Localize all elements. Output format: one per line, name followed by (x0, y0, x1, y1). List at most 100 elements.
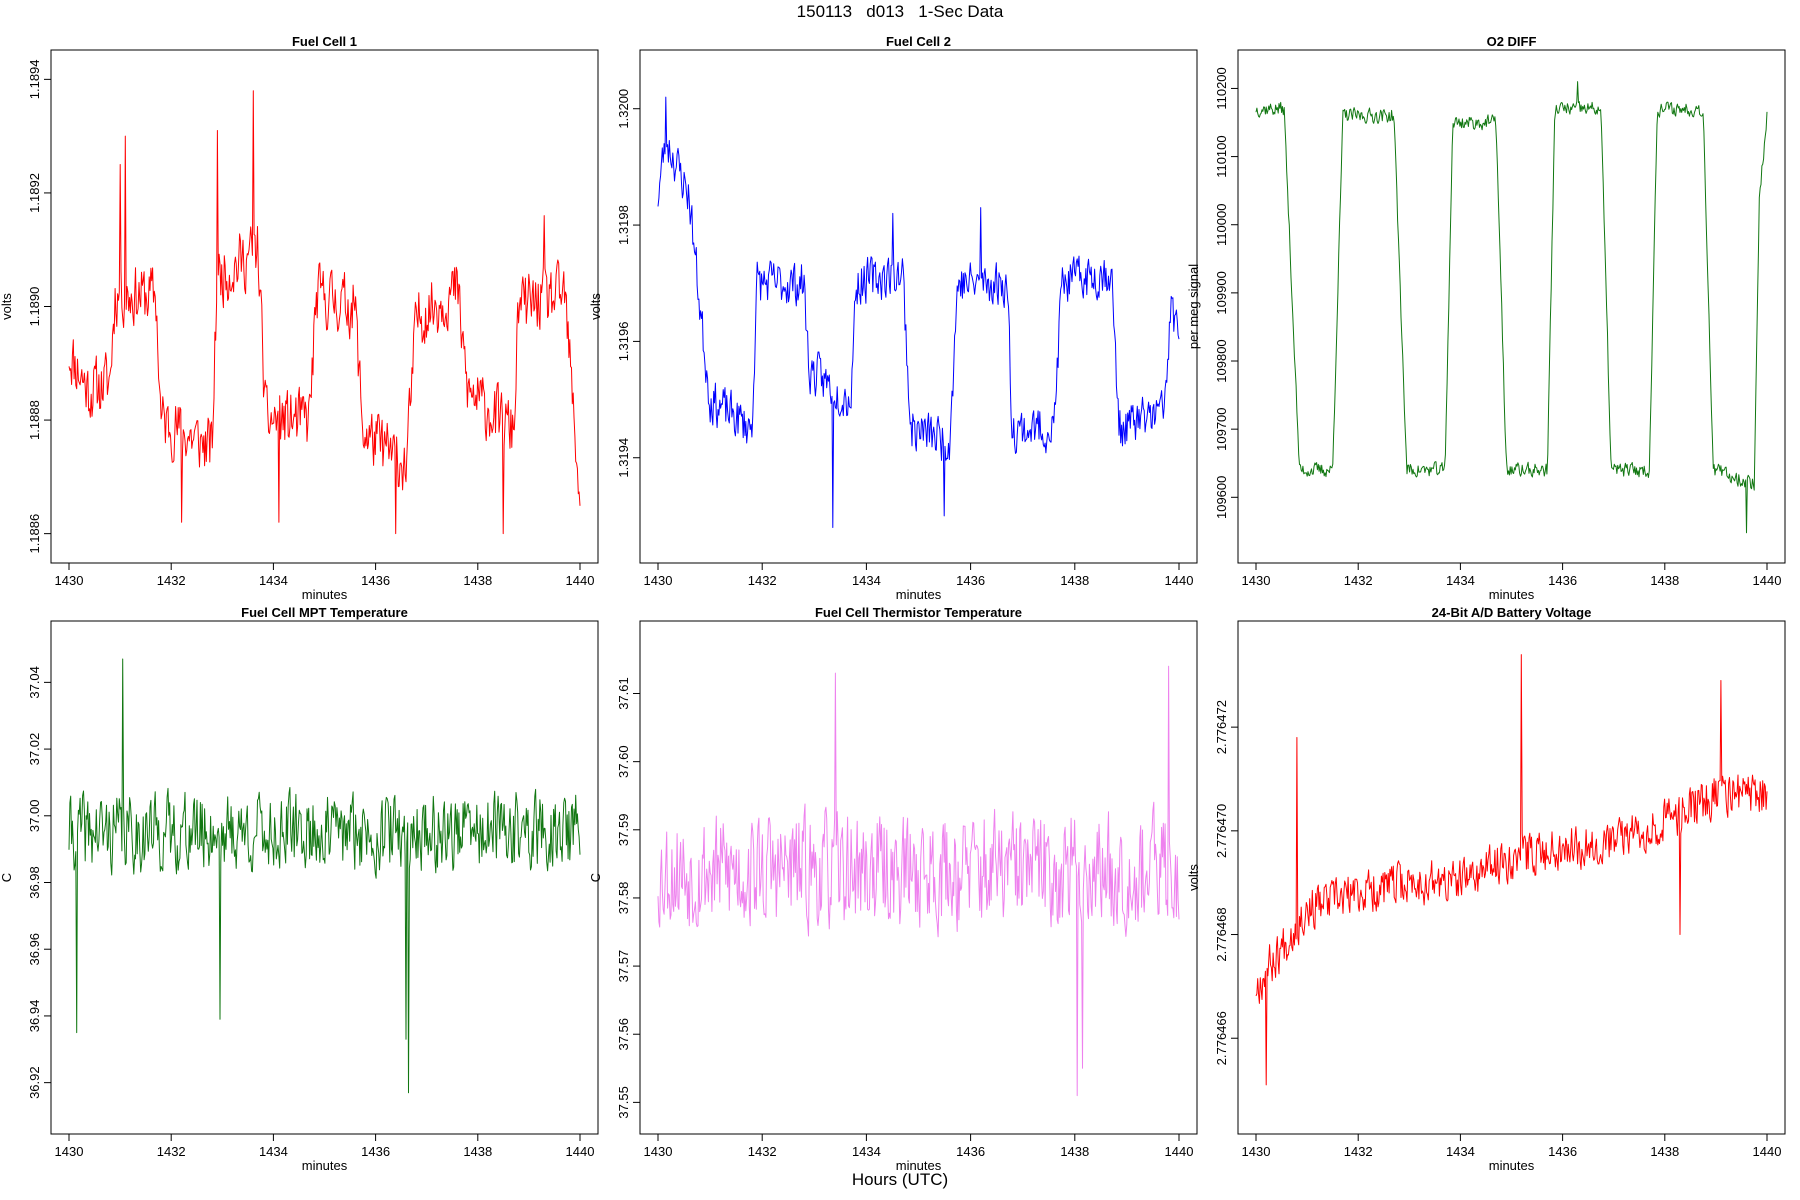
y-tick-label: 109600 (1214, 476, 1229, 519)
x-tick-label: 1434 (1446, 573, 1475, 588)
y-tick-label: 110000 (1214, 204, 1229, 246)
y-tick-label: 36.94 (27, 1000, 42, 1033)
y-tick-label: 2.776466 (1214, 1011, 1229, 1065)
chart-panel-5: Fuel Cell Thermistor Temperature 1430 1432… (588, 605, 1198, 1173)
y-tick-label: 37.55 (616, 1086, 631, 1119)
y-tick-label: 37.02 (27, 733, 42, 766)
y-tick-label: 1.3194 (616, 438, 631, 478)
y-tick-label: 37.60 (616, 745, 631, 778)
data-series-line (1255, 654, 1768, 1086)
x-tick-label: 1434 (259, 1144, 288, 1159)
x-tick-label: 1440 (566, 1144, 595, 1159)
y-axis-label: C (0, 873, 14, 882)
x-tick-label: 1436 (361, 573, 390, 588)
x-tick-label: 1432 (157, 573, 186, 588)
x-tick-label: 1432 (748, 1144, 777, 1159)
page-title: 150113 d013 1-Sec Data (796, 2, 1004, 21)
x-tick-label: 1438 (1060, 573, 1089, 588)
chart-title: Fuel Cell 1 (292, 34, 357, 49)
chart-panel-3: O2 DIFF 1430 1432 1434 1436 1438 1440 minutes 10… (1186, 34, 1786, 602)
y-tick-label: 1.1894 (27, 59, 42, 99)
y-tick-label: 1.3198 (616, 205, 631, 245)
x-tick-label: 1434 (1446, 1144, 1475, 1159)
y-tick-label: 37.58 (616, 882, 631, 915)
x-tick-label: 1438 (1650, 1144, 1679, 1159)
x-tick-label: 1432 (1344, 573, 1373, 588)
x-tick-label: 1432 (748, 573, 777, 588)
x-tick-label: 1436 (956, 1144, 985, 1159)
y-tick-label: 2.776472 (1214, 700, 1229, 754)
chart-title: Fuel Cell MPT Temperature (241, 605, 408, 620)
y-tick-label: 109900 (1214, 271, 1229, 314)
chart-title: 24-Bit A/D Battery Voltage (1432, 605, 1592, 620)
x-tick-label: 1436 (1548, 573, 1577, 588)
y-axis-label: volts (588, 293, 603, 320)
y-tick-label: 110100 (1214, 135, 1229, 177)
x-tick-label: 1438 (1650, 573, 1679, 588)
x-axis-label: minutes (896, 1158, 942, 1173)
x-tick-label: 1438 (463, 1144, 492, 1159)
plot-frame (50, 620, 599, 1135)
y-tick-label: 1.1892 (27, 173, 42, 213)
x-tick-label: 1436 (956, 573, 985, 588)
x-tick-label: 1432 (1344, 1144, 1373, 1159)
y-tick-label: 1.3200 (616, 89, 631, 129)
y-tick-label: 36.96 (27, 933, 42, 966)
data-series-line (1255, 81, 1768, 534)
chart-panel-1: Fuel Cell 1 1430 1432 1434 1436 1438 1440 minut… (0, 34, 599, 602)
chart-panel-6: 24-Bit A/D Battery Voltage 1430 1432 1434 14… (1186, 605, 1786, 1173)
y-axis-label: per meg signal (1186, 264, 1201, 349)
y-tick-label: 37.56 (616, 1018, 631, 1051)
x-axis-label: minutes (896, 587, 942, 602)
x-tick-label: 1436 (361, 1144, 390, 1159)
data-series-line (657, 665, 1180, 1097)
y-tick-label: 36.98 (27, 866, 42, 899)
x-tick-label: 1430 (644, 1144, 673, 1159)
y-tick-label: 1.3196 (616, 322, 631, 362)
y-tick-label: 110200 (1214, 67, 1229, 109)
x-tick-label: 1430 (55, 573, 84, 588)
x-tick-label: 1430 (1242, 573, 1271, 588)
y-tick-label: 1.1888 (27, 400, 42, 440)
y-tick-label: 37.00 (27, 800, 42, 833)
x-tick-label: 1440 (1753, 573, 1782, 588)
x-tick-label: 1434 (259, 573, 288, 588)
x-tick-label: 1430 (55, 1144, 84, 1159)
data-series-line (68, 658, 581, 1094)
x-tick-label: 1434 (852, 1144, 881, 1159)
y-tick-label: 36.92 (27, 1066, 42, 1099)
x-axis-label: minutes (1489, 587, 1535, 602)
x-tick-label: 1430 (644, 573, 673, 588)
x-tick-label: 1438 (463, 573, 492, 588)
bottom-axis-label: Hours (UTC) (851, 1170, 949, 1189)
chart-title: O2 DIFF (1487, 34, 1537, 49)
y-tick-label: 109800 (1214, 339, 1229, 382)
plot-frame (1237, 49, 1786, 564)
y-axis-label: volts (1186, 864, 1201, 891)
x-tick-label: 1440 (1165, 573, 1194, 588)
y-axis-label: volts (0, 293, 14, 320)
chart-panel-2: Fuel Cell 2 1430 1432 1434 1436 1438 1440 minut… (588, 34, 1198, 602)
y-tick-label: 1.1886 (27, 514, 42, 554)
y-tick-label: 1.1890 (27, 287, 42, 327)
chart-panel-4: Fuel Cell MPT Temperature 1430 1432 1434 143… (0, 605, 599, 1173)
y-tick-label: 109700 (1214, 407, 1229, 450)
data-series-line (657, 96, 1180, 528)
y-tick-label: 37.59 (616, 814, 631, 847)
x-tick-label: 1440 (1165, 1144, 1194, 1159)
x-axis-label: minutes (302, 1158, 348, 1173)
x-tick-label: 1440 (566, 573, 595, 588)
x-axis-label: minutes (302, 587, 348, 602)
x-tick-label: 1430 (1242, 1144, 1271, 1159)
x-tick-label: 1438 (1060, 1144, 1089, 1159)
y-tick-label: 37.61 (616, 677, 631, 710)
plot-frame (50, 49, 599, 564)
chart-title: Fuel Cell Thermistor Temperature (815, 605, 1022, 620)
chart-title: Fuel Cell 2 (886, 34, 951, 49)
y-tick-label: 2.776470 (1214, 804, 1229, 858)
y-tick-label: 2.776468 (1214, 907, 1229, 961)
x-axis-label: minutes (1489, 1158, 1535, 1173)
x-tick-label: 1434 (852, 573, 881, 588)
x-tick-label: 1440 (1753, 1144, 1782, 1159)
